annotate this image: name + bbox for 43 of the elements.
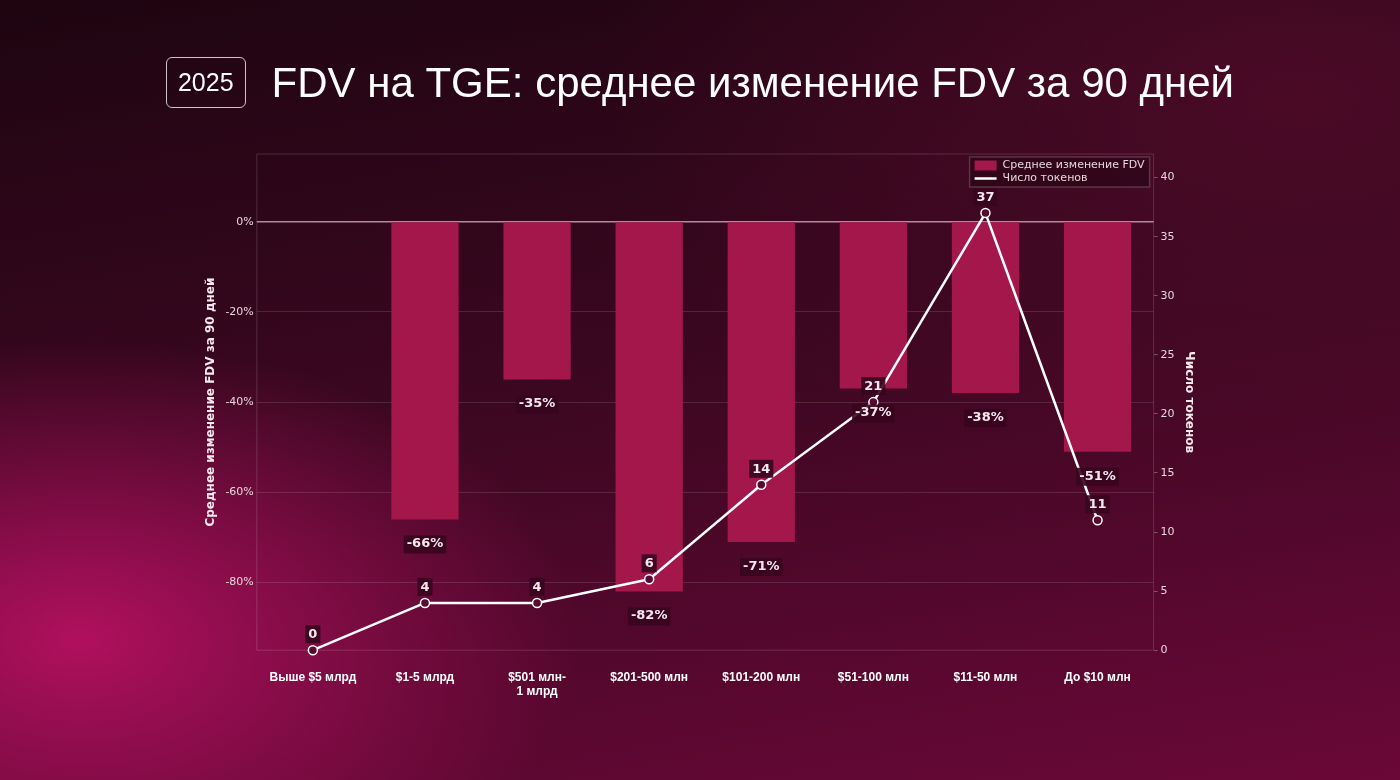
y2-tick-label: 35 <box>1160 229 1175 243</box>
data-label: 14 <box>752 460 771 476</box>
data-label: -66% <box>406 535 444 551</box>
y2-tick-label: 0 <box>1160 643 1168 657</box>
y-tick-label: 0% <box>236 214 254 228</box>
y-tick-label: -60% <box>225 485 254 499</box>
x-tick-label: $51-100 млн <box>837 669 909 684</box>
x-tick-label: Выше $5 млрд <box>269 669 357 684</box>
data-label: 11 <box>1088 496 1107 512</box>
y2-axis-title: Число токенов <box>1182 351 1197 454</box>
y2-tick-label: 40 <box>1160 170 1175 184</box>
y-tick-label: -20% <box>225 304 254 318</box>
chart-title: FDV на TGE: среднее изменение FDV за 90 дней <box>271 58 1235 107</box>
x-tick-label: $1-5 млрд <box>395 669 455 684</box>
y-tick-label: -40% <box>225 394 254 408</box>
y2-tick-label: 10 <box>1160 524 1175 538</box>
y-axis-title: Среднее изменение FDV за 90 дней <box>203 277 218 527</box>
data-label: 0 <box>308 626 318 642</box>
data-label: 37 <box>976 188 995 204</box>
y2-tick-label: 5 <box>1160 583 1168 597</box>
data-label: 21 <box>864 377 883 393</box>
y2-tick-label: 20 <box>1160 406 1175 420</box>
legend-label: Среднее изменение FDV <box>1002 158 1146 172</box>
data-label: -37% <box>855 404 892 420</box>
legend-label: Число токенов <box>1002 171 1088 185</box>
data-label: -51% <box>1079 467 1116 483</box>
y2-tick-label: 15 <box>1160 465 1175 479</box>
x-tick-label: $501 млн-1 млрд <box>508 669 566 699</box>
chart-subtitle: 2025 <box>165 57 246 108</box>
data-label: -38% <box>967 408 1004 424</box>
data-label: -71% <box>743 557 780 573</box>
x-tick-label: До $10 млн <box>1064 669 1131 684</box>
data-label: 4 <box>532 578 542 594</box>
x-tick-label: $101-200 млн <box>722 669 801 684</box>
data-label: -82% <box>630 607 668 623</box>
data-label: 4 <box>420 578 430 594</box>
y2-tick-label: 25 <box>1160 347 1175 361</box>
x-tick-label: $201-500 млн <box>610 669 689 684</box>
data-label: 6 <box>644 555 654 571</box>
x-tick-label: $11-50 млн <box>953 669 1018 684</box>
data-label: -35% <box>518 395 556 411</box>
y-tick-label: -80% <box>225 575 254 589</box>
y2-tick-label: 30 <box>1160 288 1175 302</box>
